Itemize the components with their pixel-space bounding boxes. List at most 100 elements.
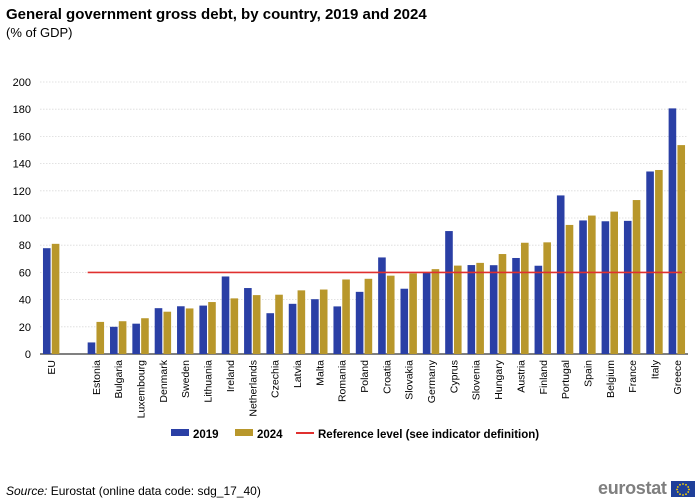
y-tick-label: 180 (13, 104, 31, 116)
x-tick-label: Spain (582, 360, 594, 387)
bar-2024-Greece (677, 145, 686, 354)
x-tick-label: Bulgaria (113, 360, 125, 399)
bar-2019-Belgium (601, 221, 610, 354)
y-tick-label: 40 (19, 295, 31, 307)
bar-2024-Finland (543, 242, 551, 354)
bar-2019-Luxembourg (132, 323, 140, 354)
legend-label-reference: Reference level (see indicator definitio… (318, 429, 539, 441)
bar-2019-Croatia (378, 257, 386, 354)
bar-2024-France (632, 200, 641, 354)
bar-2019-Estonia (87, 342, 96, 354)
legend-swatch-2019 (171, 429, 189, 436)
bar-2024-Portugal (565, 224, 574, 354)
x-tick-label: Sweden (180, 360, 192, 398)
x-tick-label: Italy (649, 359, 661, 379)
x-tick-label: Lithuania (203, 360, 215, 403)
bar-2024-Slovenia (476, 262, 484, 354)
x-tick-label: Austria (515, 360, 527, 393)
bar-2019-Hungary (489, 265, 498, 354)
y-tick-label: 200 (13, 77, 31, 89)
x-tick-label: Czechia (270, 360, 282, 398)
x-tick-label: Estonia (91, 360, 103, 395)
y-tick-label: 0 (25, 349, 31, 361)
bar-2024-Belgium (610, 211, 618, 354)
bar-2019-Spain (579, 220, 587, 354)
bar-2019-Slovakia (400, 288, 409, 354)
bar-2019-Cyprus (445, 231, 453, 354)
x-tick-label: Netherlands (247, 360, 259, 417)
bar-2024-Romania (342, 279, 350, 354)
legend-label-2019: 2019 (193, 429, 219, 441)
y-axis-ticks: 0 20 40 60 80 100 120 140 160 180 200 (13, 77, 31, 361)
x-tick-label: EU (46, 360, 58, 375)
bar-2024-Italy (655, 169, 663, 354)
bar-2024-Bulgaria (118, 321, 127, 354)
bar-2024-Denmark (163, 311, 172, 354)
bar-2019-Netherlands (244, 288, 252, 354)
y-tick-label: 80 (19, 240, 31, 252)
bar-2019-Austria (512, 257, 520, 354)
bar-2019-Finland (534, 265, 543, 354)
y-tick-label: 20 (19, 322, 31, 334)
bar-2019-Malta (311, 299, 319, 354)
bar-2019-Bulgaria (110, 326, 118, 354)
bar-2024-Sweden (185, 308, 194, 354)
bars (42, 108, 686, 354)
legend: 2019 2024 Reference level (see indicator d… (171, 429, 539, 441)
source-note: Source: Eurostat (online data code: sdg_… (6, 484, 261, 498)
y-tick-label: 60 (19, 267, 31, 279)
bar-2024-Ireland (230, 298, 239, 354)
logo-text: eurostat (598, 478, 667, 498)
bar-2019-France (623, 220, 632, 354)
y-tick-label: 140 (13, 159, 31, 171)
legend-swatch-2024 (235, 429, 253, 436)
x-tick-label: Belgium (605, 360, 617, 398)
y-tick-label: 160 (13, 131, 31, 143)
x-tick-label: Greece (672, 360, 684, 395)
x-tick-label: Malta (314, 360, 326, 386)
x-tick-label: Ireland (225, 360, 237, 392)
bar-2024-Hungary (498, 254, 507, 354)
x-tick-label: Finland (538, 360, 550, 395)
x-tick-label: Hungary (493, 359, 505, 399)
bar-2019-Ireland (221, 276, 230, 354)
bar-2024-Austria (521, 242, 529, 354)
source-text: Eurostat (online data code: sdg_17_40) (47, 484, 261, 498)
source-label: Source: (6, 484, 48, 498)
bar-2024-Luxembourg (141, 318, 149, 354)
x-tick-label: Romania (337, 360, 349, 402)
bar-2019-Portugal (556, 195, 565, 354)
bar-2024-Lithuania (208, 302, 216, 354)
bar-2019-Denmark (154, 308, 163, 354)
legend-label-2024: 2024 (257, 429, 283, 441)
x-tick-label: France (627, 360, 639, 393)
bar-2019-Slovenia (467, 265, 476, 354)
bar-2019-Poland (355, 291, 364, 354)
x-tick-label: Latvia (292, 360, 304, 388)
x-tick-label: Poland (359, 360, 371, 393)
bar-2024-Croatia (386, 275, 395, 354)
bar-2024-Cyprus (453, 265, 462, 354)
bar-2024-Estonia (96, 321, 105, 354)
bar-2019-Greece (668, 108, 677, 354)
x-tick-label: Denmark (158, 359, 170, 402)
bar-2019-Czechia (266, 313, 275, 354)
x-axis-labels: EU Estonia Bulgaria Luxembourg Denmark Sweden… (46, 359, 684, 418)
bar-2024-Czechia (275, 294, 283, 354)
x-tick-label: Luxembourg (136, 360, 148, 419)
bar-2024-Slovakia (409, 273, 417, 354)
x-tick-label: Slovakia (404, 360, 416, 400)
bar-2019-Italy (646, 171, 654, 354)
bar-2024-Netherlands (252, 295, 261, 354)
y-tick-label: 120 (13, 186, 31, 198)
bar-2024-Malta (319, 289, 328, 354)
bar-2019-Germany (422, 272, 431, 354)
x-tick-label: Croatia (381, 360, 393, 394)
bar-2019-Lithuania (199, 305, 207, 354)
eurostat-logo: eurostat (598, 478, 695, 499)
bar-2024-Latvia (297, 290, 306, 354)
bar-2019-Romania (333, 306, 342, 354)
x-tick-label: Portugal (560, 360, 572, 399)
chart-subtitle: (% of GDP) (6, 25, 73, 40)
